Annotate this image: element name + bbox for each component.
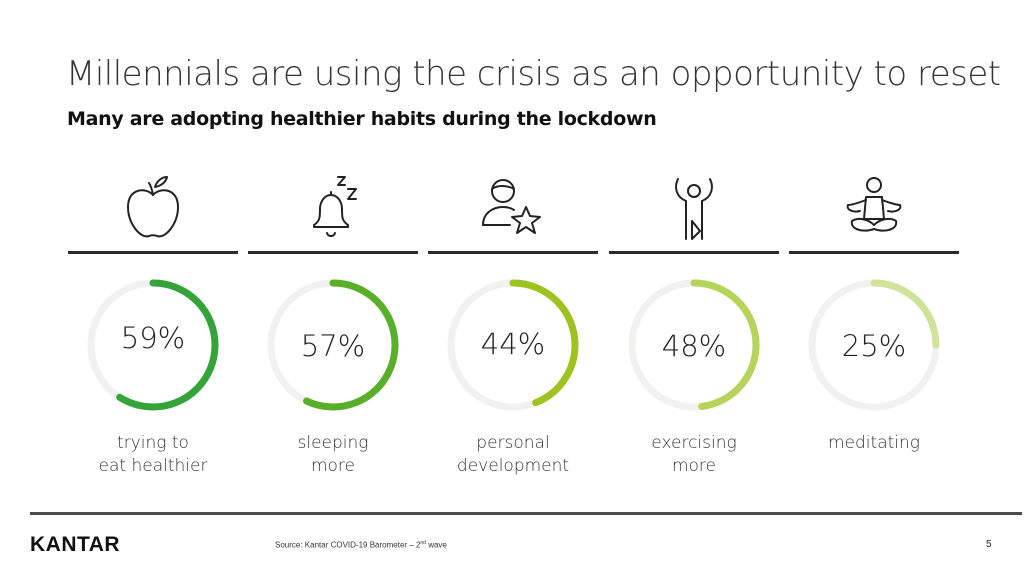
column-divider bbox=[789, 251, 959, 254]
alarm-bell-zz-icon bbox=[248, 165, 418, 245]
source-note: Source: Kantar COVID-19 Barometer – 2nd … bbox=[275, 540, 447, 550]
percent-ring: 57% bbox=[263, 275, 403, 415]
footer-divider bbox=[30, 512, 1022, 515]
column-divider bbox=[248, 251, 418, 254]
slide-subtitle: Many are adopting healthier habits durin… bbox=[67, 108, 657, 130]
percent-ring: 25% bbox=[804, 275, 944, 415]
page-number: 5 bbox=[986, 539, 992, 550]
column-divider bbox=[609, 251, 779, 254]
source-text-suffix: wave bbox=[425, 540, 447, 550]
ring-value-arc-sleeping-more bbox=[267, 279, 399, 411]
percent-value: 59% bbox=[120, 321, 186, 355]
habit-label: sleeping more bbox=[248, 432, 418, 478]
percent-ring: 44% bbox=[443, 275, 583, 415]
percent-ring: 59% bbox=[83, 275, 223, 415]
habit-label-line: more bbox=[310, 456, 356, 476]
kantar-logo: KANTAR bbox=[30, 533, 121, 556]
person-star-icon bbox=[428, 165, 598, 245]
source-superscript: nd bbox=[420, 540, 426, 546]
habit-label-line: personal bbox=[476, 433, 550, 453]
habit-label-line: exercising bbox=[651, 433, 737, 453]
percent-value: 25% bbox=[841, 329, 907, 363]
habit-label-line: trying to bbox=[117, 433, 189, 453]
source-text: Source: Kantar COVID-19 Barometer – 2 bbox=[275, 540, 421, 550]
habit-label: exercising more bbox=[609, 432, 779, 478]
ring-value-arc-personal-development bbox=[447, 279, 579, 411]
ring-value-arc-meditating bbox=[808, 279, 940, 411]
habit-label-line: eat healthier bbox=[98, 456, 208, 476]
percent-value: 48% bbox=[661, 329, 727, 363]
habit-label: personal development bbox=[428, 432, 598, 478]
habit-label-line: more bbox=[671, 456, 717, 476]
percent-value: 57% bbox=[300, 329, 366, 363]
column-divider bbox=[68, 251, 238, 254]
habit-label: meditating bbox=[789, 432, 959, 455]
slide-title: Millennials are using the crisis as an o… bbox=[66, 54, 1001, 94]
meditating-person-icon bbox=[789, 165, 959, 245]
exercising-person-icon bbox=[609, 165, 779, 245]
apple-icon bbox=[68, 165, 238, 245]
habit-label: trying to eat healthier bbox=[68, 432, 238, 478]
habit-label-line: meditating bbox=[828, 433, 920, 453]
habit-label-line: sleeping bbox=[297, 433, 369, 453]
ring-value-arc-exercising-more bbox=[628, 279, 760, 411]
column-divider bbox=[428, 251, 598, 254]
percent-value: 44% bbox=[480, 327, 546, 361]
percent-ring: 48% bbox=[624, 275, 764, 415]
habit-label-line: development bbox=[456, 456, 570, 476]
ring-value-arc-trying-to-eat-healthier bbox=[87, 279, 219, 411]
